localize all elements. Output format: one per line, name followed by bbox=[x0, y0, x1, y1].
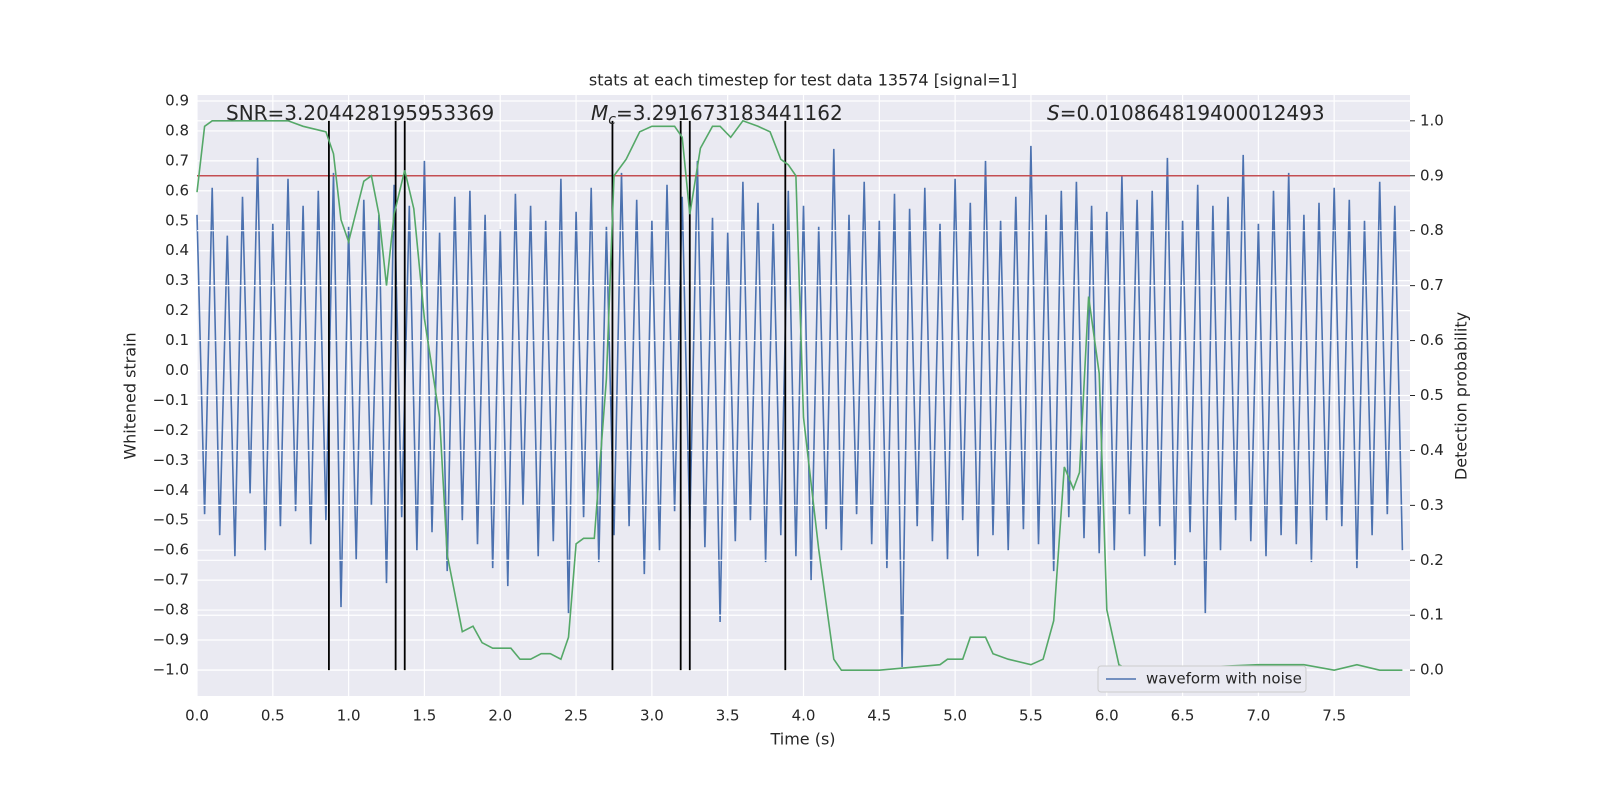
x-tick-label: 4.0 bbox=[792, 707, 816, 725]
y-tick-label: −0.3 bbox=[153, 451, 189, 469]
y-tick-label: −1.0 bbox=[153, 660, 189, 678]
annotation: SNR=3.204428195953369 bbox=[226, 101, 494, 125]
x-tick-label: 2.0 bbox=[488, 707, 512, 725]
annotation-text: SNR=3.204428195953369 bbox=[226, 101, 494, 125]
y-tick-label: −0.8 bbox=[153, 601, 189, 619]
y-tick-label: 0.1 bbox=[165, 331, 189, 349]
y2-tick-label: 0.9 bbox=[1420, 166, 1444, 184]
annotation: Mc=3.291673183441162 bbox=[591, 101, 843, 129]
y-tick-label: −0.5 bbox=[153, 511, 189, 529]
y2-tick-label: 0.6 bbox=[1420, 331, 1444, 349]
y-tick-label: 0.6 bbox=[165, 181, 189, 199]
legend-label: waveform with noise bbox=[1146, 670, 1302, 688]
y-tick-label: −0.7 bbox=[153, 571, 189, 589]
data-line bbox=[196, 119, 1403, 672]
y-tick-label: 0.8 bbox=[165, 121, 189, 139]
x-tick-label: 3.5 bbox=[716, 707, 740, 725]
x-tick-label: 6.5 bbox=[1171, 707, 1195, 725]
y-tick-label: −0.9 bbox=[153, 631, 189, 649]
x-tick-label: 0.0 bbox=[185, 707, 209, 725]
x-tick-label: 1.0 bbox=[337, 707, 361, 725]
y-tick-label: −0.2 bbox=[153, 421, 189, 439]
y-tick-label: 0.3 bbox=[165, 271, 189, 289]
y-tick-label: 0.4 bbox=[165, 241, 189, 259]
chart-title: stats at each timestep for test data 135… bbox=[589, 71, 1017, 90]
x-tick-label: 5.0 bbox=[943, 707, 967, 725]
x-tick-label: 4.5 bbox=[867, 707, 891, 725]
y-tick-label: −0.1 bbox=[153, 391, 189, 409]
x-tick-label: 5.5 bbox=[1019, 707, 1043, 725]
y-axis-label: Whitened strain bbox=[121, 332, 140, 459]
annotation-symbol: M bbox=[591, 101, 608, 125]
legend-box bbox=[1097, 665, 1307, 693]
data-line bbox=[196, 145, 1404, 668]
y2-tick-label: 0.4 bbox=[1420, 441, 1444, 459]
y-tick-label: 0.2 bbox=[165, 301, 189, 319]
x-tick-label: 7.5 bbox=[1322, 707, 1346, 725]
y2-tick-label: 0.5 bbox=[1420, 386, 1444, 404]
y-tick-label: 0.7 bbox=[165, 151, 189, 169]
y2-tick-label: 0.0 bbox=[1420, 661, 1444, 679]
y-tick-label: −0.6 bbox=[153, 541, 189, 559]
annotation-text: =0.010864819400012493 bbox=[1060, 101, 1325, 125]
y2-tick-label: 0.2 bbox=[1420, 551, 1444, 569]
x-tick-label: 7.0 bbox=[1246, 707, 1270, 725]
annotation-subscript: c bbox=[608, 112, 616, 128]
y2-tick-label: 0.7 bbox=[1420, 276, 1444, 294]
x-tick-label: 0.5 bbox=[261, 707, 285, 725]
y2-tick-label: 0.1 bbox=[1420, 606, 1444, 624]
y-tick-label: 0.9 bbox=[165, 91, 189, 109]
y-tick-label: 0.0 bbox=[165, 361, 189, 379]
annotation-text: =3.291673183441162 bbox=[616, 101, 843, 125]
x-tick-label: 2.5 bbox=[564, 707, 588, 725]
y2-tick-label: 0.3 bbox=[1420, 496, 1444, 514]
y-tick-label: −0.4 bbox=[153, 481, 189, 499]
x-tick-label: 6.0 bbox=[1095, 707, 1119, 725]
x-axis-label: Time (s) bbox=[769, 730, 835, 749]
annotation: S=0.010864819400012493 bbox=[1047, 101, 1325, 125]
x-tick-label: 3.0 bbox=[640, 707, 664, 725]
x-tick-label: 1.5 bbox=[413, 707, 437, 725]
y2-tick-label: 1.0 bbox=[1420, 111, 1444, 129]
y2-tick-label: 0.8 bbox=[1420, 221, 1444, 239]
annotation-symbol: S bbox=[1047, 101, 1060, 125]
y-tick-label: 0.5 bbox=[165, 211, 189, 229]
y2-axis-label: Detection probability bbox=[1452, 312, 1471, 480]
